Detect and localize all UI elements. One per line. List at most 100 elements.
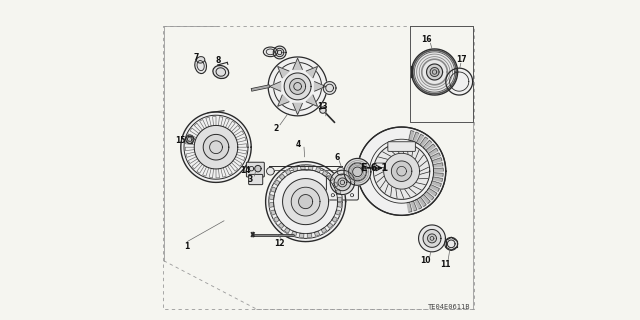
Polygon shape (420, 137, 428, 146)
Polygon shape (274, 217, 280, 222)
Polygon shape (422, 195, 430, 204)
Text: 17: 17 (456, 55, 467, 64)
Polygon shape (291, 231, 297, 236)
Polygon shape (269, 203, 274, 207)
FancyBboxPatch shape (246, 162, 264, 177)
FancyBboxPatch shape (388, 142, 415, 151)
Text: 14: 14 (241, 166, 251, 175)
Polygon shape (279, 174, 285, 180)
Polygon shape (428, 148, 438, 156)
Polygon shape (349, 163, 366, 181)
Polygon shape (284, 73, 311, 100)
Polygon shape (445, 237, 458, 250)
Polygon shape (293, 103, 302, 115)
Text: 6: 6 (334, 153, 340, 162)
Polygon shape (292, 166, 298, 172)
Polygon shape (411, 201, 417, 211)
Polygon shape (195, 125, 238, 169)
Polygon shape (273, 46, 286, 59)
Polygon shape (432, 158, 442, 163)
Polygon shape (419, 225, 445, 252)
Polygon shape (306, 67, 317, 78)
Polygon shape (328, 176, 333, 181)
Polygon shape (419, 197, 426, 206)
Polygon shape (269, 195, 274, 199)
Polygon shape (267, 167, 275, 175)
Polygon shape (278, 95, 289, 106)
Polygon shape (204, 134, 229, 160)
Ellipse shape (213, 66, 228, 78)
Polygon shape (332, 217, 337, 222)
Polygon shape (321, 228, 327, 233)
Polygon shape (374, 143, 430, 199)
Polygon shape (431, 181, 442, 187)
Polygon shape (330, 170, 355, 195)
Polygon shape (425, 191, 434, 200)
Polygon shape (332, 182, 338, 188)
Ellipse shape (196, 57, 205, 63)
Text: 10: 10 (420, 256, 431, 265)
Polygon shape (429, 185, 440, 191)
Polygon shape (409, 131, 414, 141)
Text: 13: 13 (317, 102, 328, 111)
Polygon shape (316, 167, 321, 172)
Text: 11: 11 (440, 260, 451, 269)
Polygon shape (285, 169, 291, 175)
Polygon shape (284, 228, 290, 233)
Polygon shape (417, 134, 424, 144)
Polygon shape (301, 165, 305, 170)
Polygon shape (433, 177, 442, 182)
Polygon shape (293, 58, 302, 69)
Polygon shape (278, 223, 284, 228)
FancyBboxPatch shape (248, 174, 262, 185)
Polygon shape (428, 234, 436, 243)
Polygon shape (320, 107, 326, 113)
Text: 12: 12 (274, 239, 284, 248)
Polygon shape (358, 127, 445, 215)
Text: 15: 15 (175, 136, 186, 145)
Text: 1: 1 (184, 242, 190, 251)
Polygon shape (323, 82, 336, 94)
Polygon shape (412, 49, 458, 95)
Text: 8: 8 (216, 56, 221, 65)
Text: 7: 7 (193, 53, 198, 62)
Polygon shape (299, 195, 312, 209)
Polygon shape (427, 64, 443, 80)
Polygon shape (308, 165, 313, 170)
Polygon shape (322, 171, 328, 176)
Polygon shape (314, 231, 320, 236)
Polygon shape (423, 140, 432, 149)
Text: 3: 3 (248, 175, 253, 184)
Text: E-6-1: E-6-1 (360, 163, 388, 173)
Polygon shape (283, 179, 329, 225)
Polygon shape (271, 210, 276, 215)
Text: 4: 4 (296, 140, 301, 149)
Polygon shape (446, 68, 473, 95)
Polygon shape (266, 162, 346, 242)
Polygon shape (290, 78, 306, 94)
Polygon shape (271, 187, 276, 192)
Polygon shape (268, 57, 327, 116)
Polygon shape (430, 153, 440, 159)
FancyBboxPatch shape (326, 176, 358, 200)
Polygon shape (306, 95, 317, 106)
Polygon shape (307, 233, 312, 238)
Polygon shape (415, 199, 422, 209)
Polygon shape (344, 158, 371, 185)
Polygon shape (392, 161, 412, 181)
Polygon shape (426, 144, 435, 152)
Polygon shape (269, 82, 281, 91)
Polygon shape (433, 163, 443, 167)
Ellipse shape (264, 47, 278, 57)
Text: 16: 16 (421, 35, 432, 44)
Polygon shape (335, 189, 341, 195)
Polygon shape (275, 180, 280, 186)
Polygon shape (291, 187, 320, 216)
Polygon shape (278, 67, 289, 78)
Polygon shape (337, 167, 344, 175)
Polygon shape (433, 173, 443, 176)
Polygon shape (338, 178, 347, 187)
Polygon shape (423, 229, 441, 247)
Polygon shape (433, 168, 443, 171)
Polygon shape (413, 132, 419, 142)
